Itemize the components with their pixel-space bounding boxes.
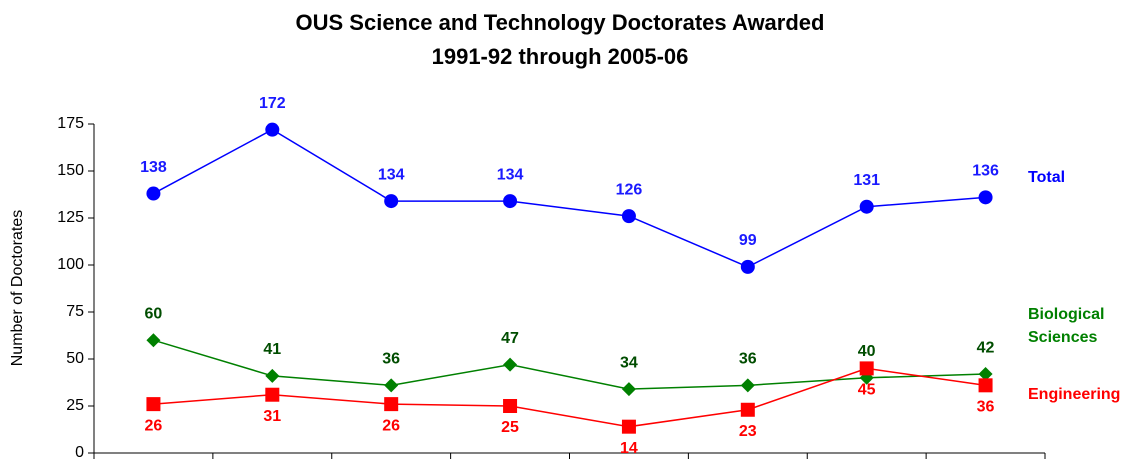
marker — [265, 368, 280, 383]
marker — [740, 259, 755, 274]
y-tick-label: 125 — [57, 209, 84, 226]
marker — [384, 378, 399, 393]
marker — [740, 402, 755, 417]
data-label: 134 — [497, 166, 524, 183]
y-axis-title: Number of Doctorates — [9, 210, 26, 367]
marker — [978, 378, 993, 393]
data-label: 99 — [739, 232, 757, 249]
marker — [146, 397, 161, 412]
data-label: 25 — [501, 419, 519, 436]
chart-subtitle: 1991-92 through 2005-06 — [432, 44, 689, 69]
series-label: Biological Sciences — [1028, 306, 1105, 346]
data-label: 40 — [858, 343, 876, 360]
data-label: 26 — [382, 417, 400, 434]
marker — [265, 122, 280, 137]
marker — [265, 387, 280, 402]
data-label: 34 — [620, 354, 638, 371]
data-label: 136 — [972, 163, 999, 180]
data-label: 36 — [739, 351, 757, 368]
y-tick-label: 0 — [75, 444, 84, 461]
data-label: 138 — [140, 159, 167, 176]
marker — [978, 367, 993, 382]
data-label: 134 — [378, 166, 405, 183]
series-line — [153, 128, 986, 268]
data-label: 23 — [739, 423, 757, 440]
series-label: Engineering — [1028, 386, 1121, 403]
marker — [384, 194, 399, 209]
data-label: 131 — [853, 172, 880, 189]
marker — [621, 382, 636, 397]
data-label: 60 — [145, 305, 163, 322]
data-label: 36 — [382, 351, 400, 368]
data-label: 14 — [620, 440, 638, 457]
data-label: 31 — [263, 408, 281, 425]
series-line — [153, 339, 986, 390]
marker — [146, 333, 161, 348]
y-tick-label: 50 — [66, 350, 84, 367]
marker — [621, 209, 636, 224]
data-label: 172 — [259, 95, 286, 112]
y-tick-label: 75 — [66, 303, 84, 320]
marker — [621, 419, 636, 434]
y-tick-label: 175 — [57, 115, 84, 132]
data-label: 126 — [616, 181, 643, 198]
marker — [740, 378, 755, 393]
marker — [859, 361, 874, 376]
data-label: 41 — [263, 341, 281, 358]
marker — [503, 194, 518, 209]
data-label: 36 — [977, 399, 995, 416]
marker — [503, 357, 518, 372]
series-label: Total — [1028, 169, 1066, 186]
series-line — [153, 367, 986, 428]
marker — [978, 190, 993, 205]
marker — [384, 397, 399, 412]
marker — [859, 199, 874, 214]
marker — [146, 186, 161, 201]
data-label: 42 — [977, 339, 995, 356]
data-label: 47 — [501, 330, 519, 347]
marker — [503, 399, 518, 413]
y-tick-label: 100 — [57, 256, 84, 273]
chart-title: OUS Science and Technology Doctorates Aw… — [296, 10, 825, 35]
y-tick-label: 25 — [66, 397, 84, 414]
data-label: 26 — [145, 417, 163, 434]
y-tick-label: 150 — [57, 162, 84, 179]
data-label: 45 — [858, 382, 876, 399]
